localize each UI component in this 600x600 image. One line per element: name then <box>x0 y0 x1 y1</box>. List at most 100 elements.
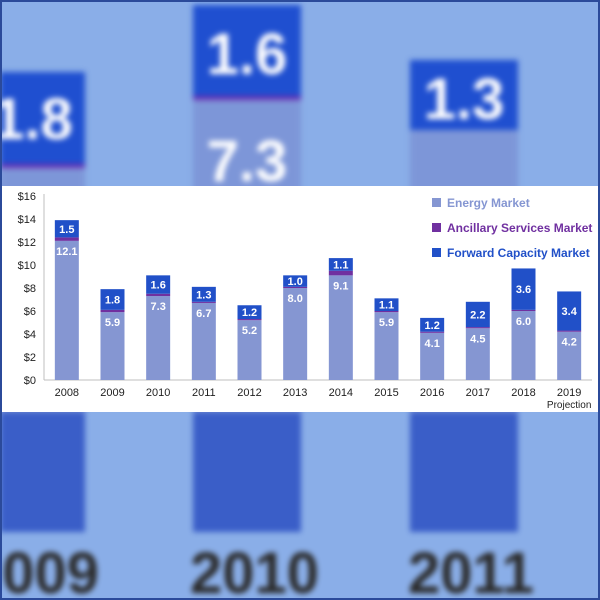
x-tick-label: 2017 <box>466 387 490 399</box>
energy-data-label: 8.0 <box>288 293 303 305</box>
stacked-bar-chart: $0 $2 $4 $6 $8 $10 $12 $14 $16 12.1 1.5 2008 5.9 1.8 2… <box>18 191 592 411</box>
y-tick-label: $4 <box>24 329 36 341</box>
fcm-data-label: 1.8 <box>105 295 120 307</box>
fcm-bar <box>557 291 582 331</box>
bg-value-label: 1.6 <box>206 22 288 87</box>
x-tick-label: 2008 <box>55 387 79 399</box>
legend-label: Forward Capacity Market <box>447 245 590 260</box>
ancillary-bar <box>54 237 79 241</box>
y-tick-label: $8 <box>24 283 36 295</box>
fcm-bar <box>465 301 490 328</box>
fcm-data-label: 1.1 <box>379 300 394 312</box>
energy-data-label: 4.5 <box>470 333 485 345</box>
fcm-bar <box>283 275 308 287</box>
legend-label: Energy Market <box>447 195 530 210</box>
energy-data-label: 5.2 <box>242 325 257 337</box>
y-tick-label: $14 <box>18 214 36 226</box>
energy-bar <box>420 332 445 380</box>
energy-data-label: 4.2 <box>562 337 577 349</box>
energy-data-label: 6.7 <box>196 308 211 320</box>
y-tick-label: $10 <box>18 260 36 272</box>
x-tick-sublabel: Projection <box>547 400 591 411</box>
energy-data-label: 5.9 <box>105 317 120 329</box>
fcm-bar <box>511 268 536 310</box>
legend-swatch <box>432 223 441 232</box>
ancillary-bar <box>420 331 445 333</box>
bg-value-label: 1.3 <box>423 67 505 132</box>
energy-bar <box>465 328 490 380</box>
energy-bar <box>374 312 399 380</box>
ancillary-bar <box>374 311 399 313</box>
fcm-data-label: 1.2 <box>242 307 257 319</box>
x-tick-label: 2009 <box>100 387 124 399</box>
y-tick-label: $12 <box>18 237 36 249</box>
legend-item-fcm: Forward Capacity Market <box>432 240 592 265</box>
fcm-data-label: 1.6 <box>151 280 166 292</box>
ancillary-bar <box>100 309 125 313</box>
energy-bar <box>191 302 216 380</box>
ancillary-bar <box>283 286 308 288</box>
fcm-data-label: 1.2 <box>425 320 440 332</box>
legend-item-ancillary: Ancillary Services Market <box>432 215 592 240</box>
fcm-data-label: 1.1 <box>333 259 348 271</box>
x-tick-label: 2018 <box>511 387 535 399</box>
energy-bar <box>328 275 353 380</box>
energy-data-label: 6.0 <box>516 316 531 328</box>
bg-value-label: 1.8 <box>0 87 73 152</box>
y-tick-label: $6 <box>24 306 36 318</box>
energy-bar <box>283 288 308 380</box>
energy-bar <box>100 312 125 380</box>
legend-label: Ancillary Services Market <box>447 220 593 235</box>
legend-item-energy: Energy Market <box>432 190 592 215</box>
energy-data-label: 4.1 <box>425 338 440 350</box>
chart-legend: Energy Market Ancillary Services Market … <box>432 190 592 265</box>
energy-data-label: 9.1 <box>333 280 348 292</box>
legend-swatch <box>432 198 441 207</box>
fcm-bar <box>100 289 125 310</box>
x-tick-label: 2012 <box>237 387 261 399</box>
fcm-data-label: 3.4 <box>562 306 578 318</box>
x-tick-label: 2011 <box>192 387 216 399</box>
fcm-data-label: 1.0 <box>288 276 303 288</box>
energy-bar <box>511 311 536 380</box>
fcm-data-label: 3.6 <box>516 284 531 296</box>
x-tick-label: 2016 <box>420 387 444 399</box>
legend-swatch <box>432 248 441 257</box>
x-tick-label: 2014 <box>329 387 353 399</box>
fcm-bar <box>328 258 353 271</box>
energy-data-label: 7.3 <box>151 301 166 313</box>
x-tick-label: 2010 <box>146 387 170 399</box>
ancillary-bar <box>511 309 536 311</box>
energy-data-label: 12.1 <box>56 246 77 258</box>
fcm-bar <box>191 286 216 302</box>
fcm-bar <box>54 220 79 238</box>
x-tick-label: 2013 <box>283 387 307 399</box>
ancillary-bar <box>191 301 216 303</box>
fcm-bar <box>374 298 399 311</box>
bg-year-label: 2011 <box>408 541 534 600</box>
y-tick-label: $16 <box>18 191 36 203</box>
fcm-data-label: 2.2 <box>470 309 485 321</box>
fcm-bar <box>237 305 262 320</box>
bg-year-label: 2010 <box>190 541 320 600</box>
energy-data-label: 5.9 <box>379 317 394 329</box>
x-tick-label: 2015 <box>374 387 398 399</box>
energy-bar <box>557 331 582 380</box>
ancillary-bar <box>328 270 353 276</box>
fcm-data-label: 1.5 <box>59 224 74 236</box>
energy-bar <box>146 296 171 380</box>
x-tick-label: 2019 <box>557 387 581 399</box>
energy-bar <box>54 240 79 380</box>
ancillary-bar <box>465 327 490 329</box>
ancillary-bar <box>557 330 582 332</box>
y-tick-label: $2 <box>24 352 36 364</box>
fcm-data-label: 1.3 <box>196 289 211 301</box>
ancillary-bar <box>146 293 171 297</box>
fcm-bar <box>146 275 171 294</box>
fcm-bar <box>420 317 445 332</box>
ancillary-bar <box>237 319 262 321</box>
energy-bar <box>237 320 262 380</box>
bg-year-label: 2009 <box>0 541 100 600</box>
chart-panel: $0 $2 $4 $6 $8 $10 $12 $14 $16 12.1 1.5 2008 5.9 1.8 2… <box>2 186 598 412</box>
